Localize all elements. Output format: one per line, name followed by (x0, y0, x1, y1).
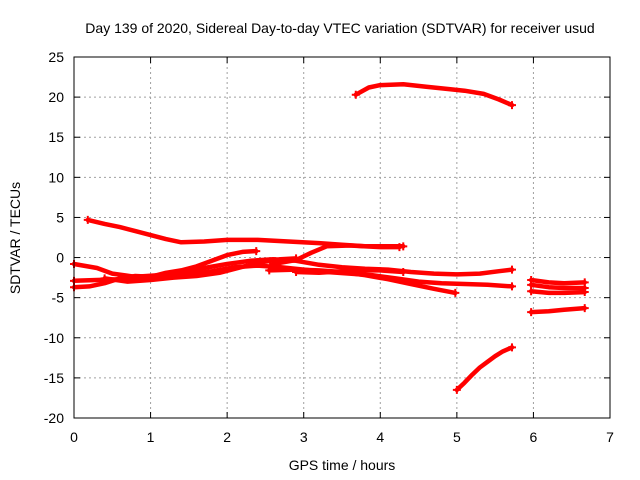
series-endpoint-marker (451, 288, 460, 297)
series-line-arc-9 (293, 268, 406, 276)
series-endpoint-marker (507, 101, 516, 110)
axis-ticks (73, 56, 611, 419)
series-endpoint-marker (395, 243, 404, 252)
y-axis-label: SDTVAR / TECUs (7, 182, 23, 294)
y-tick-label: 5 (56, 209, 64, 225)
x-tick-label: 6 (530, 429, 538, 445)
y-tick-label: 25 (48, 49, 64, 65)
data-series (70, 82, 589, 394)
series-endpoint-marker (292, 254, 301, 263)
series-line-arc-14 (528, 305, 587, 315)
x-tick-label: 2 (223, 429, 231, 445)
chart-title: Day 139 of 2020, Sidereal Day-to-day VTE… (85, 20, 594, 36)
series-endpoint-marker (100, 274, 109, 283)
x-tick-label: 5 (453, 429, 461, 445)
y-tick-labels: -20 -15 -10 -5 0 5 10 15 20 25 (44, 49, 64, 426)
series-endpoint-marker (452, 385, 461, 394)
y-tick-label: -15 (44, 370, 64, 386)
series-line-arc-2 (85, 217, 406, 249)
y-tick-label: 10 (48, 169, 64, 185)
grid-lines (74, 57, 610, 418)
series-line-arc-10 (454, 345, 515, 393)
series-endpoint-marker (507, 282, 516, 291)
series-endpoint-marker (527, 287, 536, 296)
y-tick-label: 0 (56, 250, 64, 266)
series-endpoint-marker (580, 304, 589, 313)
series-endpoint-marker (507, 265, 516, 274)
series-endpoint-marker (265, 266, 274, 275)
x-tick-label: 4 (376, 429, 384, 445)
y-tick-label: 20 (48, 89, 64, 105)
series-line-arc-11 (528, 277, 587, 286)
y-tick-label: -20 (44, 410, 64, 426)
series-line-arc-1 (353, 82, 515, 108)
series-line-arc-12 (528, 282, 587, 291)
x-tick-label: 1 (147, 429, 155, 445)
y-tick-label: -10 (44, 330, 64, 346)
x-tick-label: 0 (70, 429, 78, 445)
y-tick-label: -5 (52, 290, 65, 306)
series-endpoint-marker (292, 267, 301, 276)
series-endpoint-marker (580, 288, 589, 297)
series-line-arc-6 (71, 248, 259, 290)
x-tick-label: 3 (300, 429, 308, 445)
series-endpoint-marker (252, 247, 261, 256)
series-endpoint-marker (399, 267, 408, 276)
series-endpoint-marker (527, 308, 536, 317)
series-endpoint-marker (83, 215, 92, 224)
series-line-arc-13 (528, 288, 587, 296)
series-line-arc-7 (102, 256, 299, 284)
plot-frame (73, 56, 611, 419)
series-line-arc-8 (267, 267, 458, 296)
series-endpoint-marker (507, 343, 516, 352)
series-endpoint-marker (351, 90, 360, 99)
x-tick-label: 7 (606, 429, 614, 445)
y-tick-label: 15 (48, 129, 64, 145)
x-tick-labels: 0 1 2 3 4 5 6 7 (70, 429, 614, 445)
x-axis-label: GPS time / hours (289, 457, 396, 473)
